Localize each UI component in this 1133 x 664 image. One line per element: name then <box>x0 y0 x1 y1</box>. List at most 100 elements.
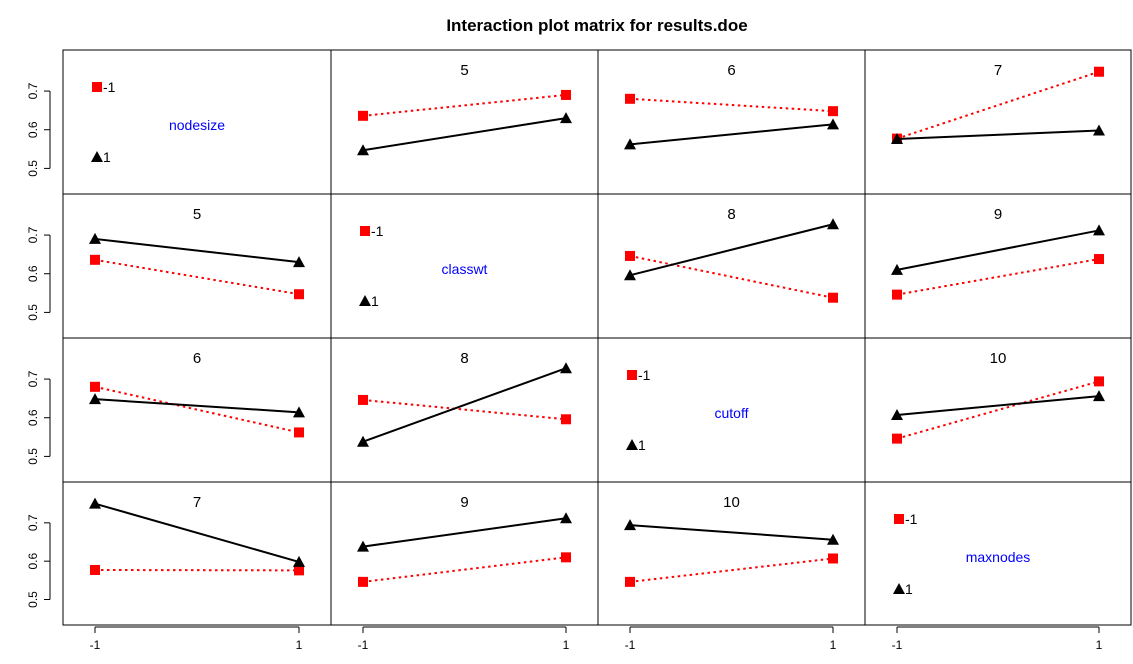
series-line <box>94 385 300 434</box>
y-axes: 0.5 0.6 0.7 0.5 0.6 0.7 0.5 0.6 0.7 0.5 0.6 0.7 <box>26 82 51 608</box>
y-axis-row-1: 0.5 0.6 0.7 <box>26 226 51 321</box>
data-point <box>625 576 635 587</box>
series-line <box>94 237 300 264</box>
legend-marker-minus1 <box>360 226 370 236</box>
panel-r3-c1: 9 <box>330 481 599 626</box>
series-line <box>362 398 567 421</box>
panel-label: 9 <box>460 494 468 511</box>
data-point <box>828 106 838 117</box>
panel-r1-c1: -1 1 classwt <box>330 193 599 339</box>
data-point <box>1093 224 1105 236</box>
data-point <box>560 112 572 124</box>
panel-label: 10 <box>990 350 1007 367</box>
data-point <box>827 533 839 545</box>
series-line <box>362 117 567 152</box>
panel-label: 10 <box>723 494 740 511</box>
data-point <box>358 110 368 121</box>
panel-label: 7 <box>994 62 1002 79</box>
data-point <box>625 250 635 261</box>
panel-r0-c1: 5 <box>330 49 599 195</box>
data-point <box>294 427 304 438</box>
x-tick-label: 1 <box>1096 638 1103 652</box>
x-axis-col-0: -1 1 <box>90 626 303 652</box>
legend-label-plus1: 1 <box>638 437 646 453</box>
y-tick-label: 0.5 <box>26 304 40 321</box>
panel-r3-c3: -1 1 maxnodes <box>864 481 1132 626</box>
y-tick-label: 0.5 <box>26 591 40 608</box>
y-tick-label: 0.6 <box>26 121 40 138</box>
panel-r0-c3: 7 <box>864 49 1132 195</box>
series-line <box>629 123 834 146</box>
data-point <box>1094 376 1104 387</box>
y-tick-label: 0.7 <box>26 82 40 99</box>
panel-r0-c0: -1 1 nodesize <box>62 49 332 195</box>
data-point <box>1094 66 1104 77</box>
series-line <box>94 502 300 563</box>
data-point <box>561 552 571 563</box>
series-level-minus1 <box>625 250 838 303</box>
series-level-minus1 <box>892 376 1104 444</box>
y-tick-label: 0.7 <box>26 514 40 531</box>
panel-r2-c0: 6 <box>62 337 332 483</box>
series-line <box>629 223 834 277</box>
data-point <box>624 138 636 150</box>
data-point <box>891 409 903 421</box>
legend-marker-minus1 <box>894 514 904 524</box>
series-line <box>896 395 1100 417</box>
legend-marker-plus1 <box>893 583 905 594</box>
data-point <box>892 433 902 444</box>
series-line <box>896 129 1100 141</box>
data-point <box>827 218 839 230</box>
data-point <box>892 289 902 300</box>
data-point <box>357 435 369 447</box>
series-level-plus1 <box>624 118 839 150</box>
series-line <box>629 97 834 113</box>
data-point <box>294 289 304 300</box>
series-line <box>362 93 567 117</box>
legend-marker-plus1 <box>626 439 638 450</box>
legend-label-plus1: 1 <box>103 149 111 165</box>
data-point <box>891 263 903 275</box>
series-line <box>94 398 300 414</box>
data-point <box>90 381 100 392</box>
series-line <box>362 517 567 548</box>
data-point <box>561 414 571 425</box>
data-point <box>293 406 305 418</box>
x-axis-col-3: -1 1 <box>892 626 1103 652</box>
y-axis-row-2: 0.5 0.6 0.7 <box>26 370 51 465</box>
panel-r0-c2: 6 <box>597 49 866 195</box>
series-level-minus1 <box>625 93 838 117</box>
series-line <box>896 229 1100 271</box>
series-level-plus1 <box>891 390 1105 421</box>
y-tick-label: 0.7 <box>26 370 40 387</box>
data-point <box>561 89 571 100</box>
x-axes: -1 1 -1 1 -1 1 -1 1 <box>90 626 1103 652</box>
data-point <box>89 497 101 509</box>
panel-label: 6 <box>727 62 735 79</box>
y-axis-row-0: 0.5 0.6 0.7 <box>26 82 51 177</box>
factor-label: nodesize <box>169 117 225 133</box>
x-tick-label: -1 <box>892 638 903 652</box>
data-point <box>358 576 368 587</box>
series-level-plus1 <box>624 519 839 545</box>
series-line <box>629 524 834 541</box>
x-tick-label: 1 <box>563 638 570 652</box>
y-tick-label: 0.5 <box>26 448 40 465</box>
panel-r2-c1: 8 <box>330 337 599 483</box>
series-level-minus1 <box>358 552 571 587</box>
data-point <box>1094 254 1104 265</box>
factor-label: classwt <box>442 261 488 277</box>
series-level-minus1 <box>358 89 571 121</box>
x-tick-label: 1 <box>830 638 837 652</box>
legend-marker-plus1 <box>91 151 103 162</box>
series-level-minus1 <box>90 564 304 576</box>
data-point <box>891 133 903 145</box>
series-line <box>896 70 1100 140</box>
series-level-plus1 <box>357 112 572 156</box>
series-level-minus1 <box>90 254 304 300</box>
data-point <box>1093 390 1105 402</box>
panel-label: 7 <box>193 494 201 511</box>
series-line <box>362 556 567 583</box>
legend-label-minus1: -1 <box>638 367 651 383</box>
legend-label-plus1: 1 <box>905 581 913 597</box>
